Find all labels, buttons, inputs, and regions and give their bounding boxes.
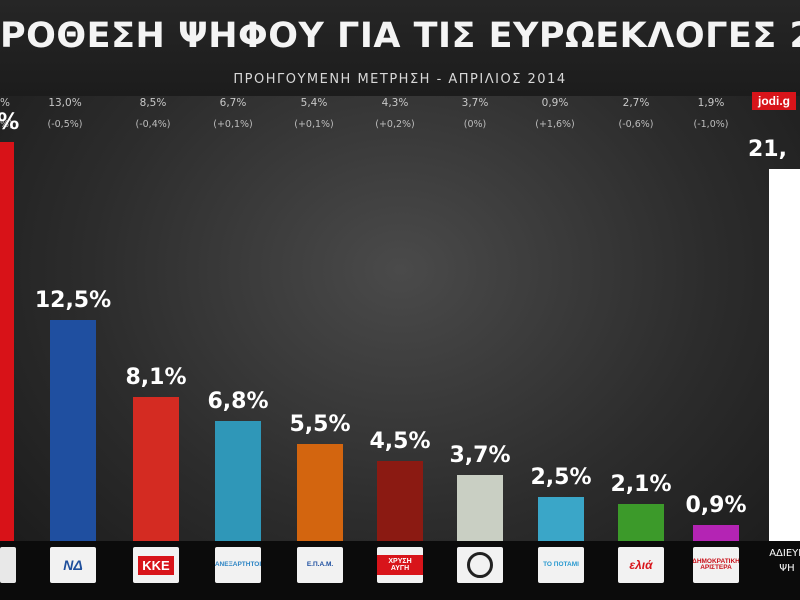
party-logo-3: ΑΝΕΞΑΡΤΗΤΟΙ — [215, 547, 261, 583]
bar-value-label-6: 3,7% — [449, 443, 511, 469]
previous-change-2: (-0,4%) — [135, 119, 171, 130]
site-logo: jodi.g — [752, 92, 796, 110]
bar-value-label-0: 5% — [0, 110, 92, 135]
party-logo-4: Ε.Π.Α.Μ. — [297, 547, 343, 583]
party-logo-text-8: ελιά — [629, 558, 653, 572]
bar-value-label-10: 21, — [748, 136, 787, 162]
party-logo-1: ΝΔ — [50, 547, 96, 583]
party-logo-text-3: ΑΝΕΞΑΡΤΗΤΟΙ — [215, 560, 261, 568]
previous-value-7: 0,9% — [541, 97, 569, 109]
party-logo-7: ΤΟ ΠΟΤΑΜΙ — [538, 547, 584, 583]
bar-value-label-9: 0,9% — [685, 493, 747, 519]
previous-value-1: 13,0% — [48, 97, 82, 109]
bar-value-label-8: 2,1% — [610, 471, 672, 497]
previous-change-3: (+0,1%) — [213, 119, 253, 130]
bar-5 — [377, 461, 423, 541]
party-logo-6 — [457, 547, 503, 583]
bar-1 — [50, 319, 96, 541]
previous-change-1: (-0,5%) — [47, 119, 83, 130]
party-logo-9: ΔΗΜΟΚΡΑΤΙΚΗ ΑΡΙΣΤΕΡΑ — [693, 547, 739, 583]
previous-change-4: (+0,1%) — [294, 119, 334, 130]
blank-vote-label: ΑΔΙΕΥΚ ΨΗ — [752, 546, 800, 576]
bar-value-label-1: 12,5% — [34, 287, 112, 313]
previous-value-5: 4,3% — [381, 97, 409, 109]
blank-vote-label-line1: ΑΔΙΕΥΚ — [769, 548, 800, 559]
party-logo-8: ελιά — [618, 547, 664, 583]
bar-value-label-4: 5,5% — [289, 411, 351, 437]
party-logo-text-7: ΤΟ ΠΟΤΑΜΙ — [543, 560, 579, 568]
bar-4 — [297, 443, 343, 541]
bar-value-label-5: 4,5% — [369, 429, 431, 455]
previous-value-9: 1,9% — [697, 97, 725, 109]
bar-9 — [693, 525, 739, 541]
previous-change-0: %) — [0, 119, 13, 130]
bar-8 — [618, 503, 664, 541]
bar-value-label-2: 8,1% — [125, 365, 187, 391]
chart-subtitle: ΠΡΟΗΓΟΥΜΕΝΗ ΜΕΤΡΗΣΗ - ΑΠΡΙΛΙΟΣ 2014 — [233, 72, 567, 87]
party-logo-text-1: ΝΔ — [63, 557, 83, 573]
previous-value-3: 6,7% — [219, 97, 247, 109]
previous-change-6: (0%) — [463, 119, 487, 130]
bar-6 — [457, 475, 503, 541]
previous-change-7: (+1,6%) — [535, 119, 575, 130]
party-logo-text-5: ΧΡΥΣΗ ΑΥΓΗ — [377, 555, 423, 575]
previous-value-8: 2,7% — [622, 97, 650, 109]
bar-value-label-7: 2,5% — [530, 464, 592, 490]
bar-value-label-3: 6,8% — [207, 388, 269, 414]
party-logo-text-9: ΔΗΜΟΚΡΑΤΙΚΗ ΑΡΙΣΤΕΡΑ — [693, 557, 739, 571]
header-band — [0, 0, 800, 96]
previous-value-2: 8,5% — [139, 97, 167, 109]
previous-change-9: (-1,0%) — [693, 119, 729, 130]
party-logo-2: ΚΚΕ — [133, 547, 179, 583]
blank-vote-label-line2: ΨΗ — [779, 563, 795, 574]
previous-value-4: 5,4% — [300, 97, 328, 109]
party-logo-0 — [0, 547, 16, 583]
bar-0 — [0, 142, 14, 541]
party-logo-text-4: Ε.Π.Α.Μ. — [306, 560, 334, 568]
party-logo-text-2: ΚΚΕ — [138, 555, 174, 575]
previous-change-5: (+0,2%) — [375, 119, 415, 130]
bar-7 — [538, 496, 584, 541]
party-logo-5: ΧΡΥΣΗ ΑΥΓΗ — [377, 547, 423, 583]
previous-change-8: (-0,6%) — [618, 119, 654, 130]
chart-title: ΡΟΘΕΣΗ ΨΗΦΟΥ ΓΙΑ ΤΙΣ ΕΥΡΩΕΚΛΟΓΕΣ 20 — [0, 16, 800, 56]
bar-2 — [133, 397, 179, 541]
bar-10 — [769, 168, 800, 541]
previous-value-6: 3,7% — [461, 97, 489, 109]
previous-value-0: % — [0, 97, 10, 109]
meander-emblem-icon — [467, 552, 493, 578]
bar-3 — [215, 420, 261, 541]
